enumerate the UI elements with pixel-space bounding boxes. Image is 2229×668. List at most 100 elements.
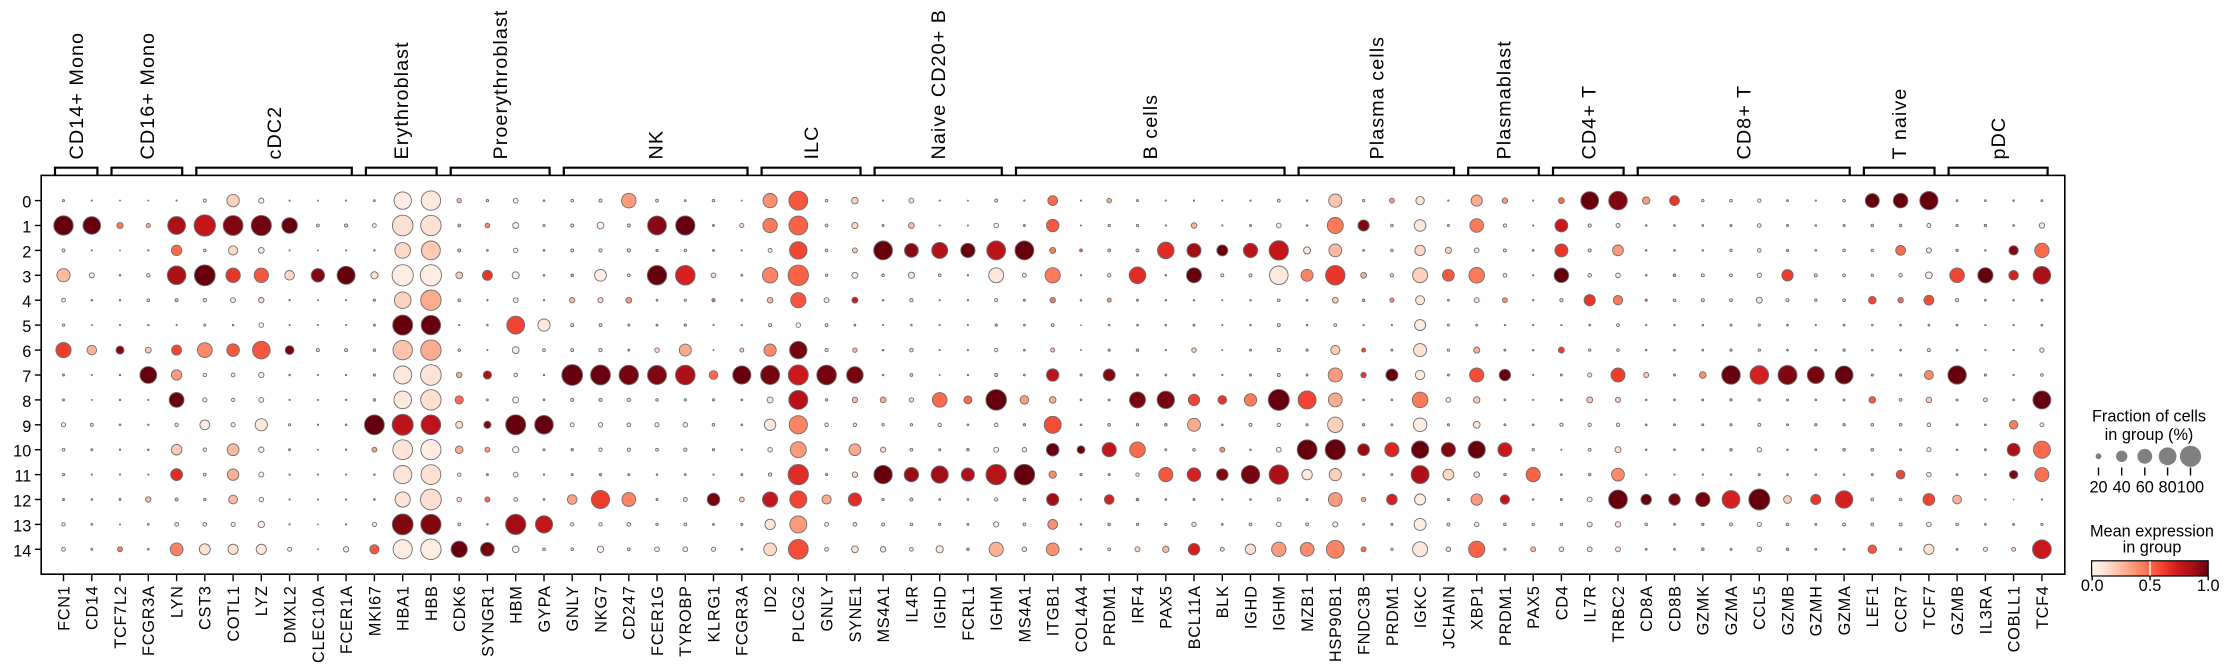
svg-text:IGHM: IGHM <box>988 585 1006 631</box>
svg-text:HBB: HBB <box>423 585 441 621</box>
svg-text:ILC: ILC <box>801 126 823 160</box>
svg-text:FCRL1: FCRL1 <box>960 585 978 640</box>
svg-text:GZMA: GZMA <box>1836 585 1854 635</box>
svg-text:1: 1 <box>22 219 31 237</box>
svg-text:5: 5 <box>22 318 31 336</box>
svg-text:LYN: LYN <box>169 585 187 618</box>
svg-text:IGHD: IGHD <box>932 585 950 629</box>
svg-text:CD14: CD14 <box>84 585 102 630</box>
svg-text:14: 14 <box>13 542 31 560</box>
svg-text:PRDM1: PRDM1 <box>1384 585 1402 646</box>
svg-text:0.5: 0.5 <box>2139 577 2162 595</box>
svg-text:FCGR3A: FCGR3A <box>140 585 158 656</box>
svg-text:MS4A1: MS4A1 <box>875 585 893 642</box>
svg-text:Plasma cells: Plasma cells <box>1366 36 1388 160</box>
svg-text:in group: in group <box>2123 539 2182 557</box>
svg-text:2: 2 <box>22 243 31 261</box>
svg-text:Plasmablast: Plasmablast <box>1494 40 1516 159</box>
svg-text:MKI67: MKI67 <box>366 585 384 636</box>
svg-text:PLCG2: PLCG2 <box>790 585 808 642</box>
svg-text:GNLY: GNLY <box>819 585 837 631</box>
svg-text:COL4A4: COL4A4 <box>1073 585 1091 652</box>
svg-text:Naive CD20+ B: Naive CD20+ B <box>928 9 950 160</box>
svg-text:TCF4: TCF4 <box>2034 585 2052 629</box>
svg-text:SYNE1: SYNE1 <box>847 585 865 642</box>
svg-text:IGKC: IGKC <box>1412 585 1430 628</box>
svg-text:in group (%): in group (%) <box>2105 426 2194 444</box>
svg-text:NKG7: NKG7 <box>592 585 610 632</box>
svg-text:CLEC10A: CLEC10A <box>310 585 328 663</box>
svg-text:IL3RA: IL3RA <box>1977 585 1995 634</box>
svg-text:COTL1: COTL1 <box>225 585 243 641</box>
svg-text:IL7R: IL7R <box>1582 585 1600 622</box>
svg-text:GYPA: GYPA <box>536 585 554 632</box>
svg-text:LEF1: LEF1 <box>1864 585 1882 627</box>
svg-text:Proerythroblast: Proerythroblast <box>490 10 512 160</box>
svg-text:GZMK: GZMK <box>1695 585 1713 635</box>
svg-text:CCL5: CCL5 <box>1751 585 1769 630</box>
svg-text:100: 100 <box>2177 478 2204 496</box>
svg-text:ITGB1: ITGB1 <box>1045 585 1063 636</box>
svg-text:BLK: BLK <box>1214 585 1232 618</box>
svg-text:FNDC3B: FNDC3B <box>1356 585 1374 655</box>
svg-text:DMXL2: DMXL2 <box>282 585 300 643</box>
svg-text:CD4: CD4 <box>1553 585 1571 620</box>
svg-text:MZB1: MZB1 <box>1299 585 1317 631</box>
svg-text:0: 0 <box>22 194 31 212</box>
svg-text:KLRG1: KLRG1 <box>705 585 723 642</box>
svg-text:6: 6 <box>22 343 31 361</box>
svg-text:60: 60 <box>2136 478 2154 496</box>
svg-text:PRDM1: PRDM1 <box>1101 585 1119 646</box>
svg-text:CDK6: CDK6 <box>451 585 469 631</box>
svg-text:0.0: 0.0 <box>2081 577 2104 595</box>
svg-text:PAX5: PAX5 <box>1158 585 1176 628</box>
svg-text:9: 9 <box>22 418 31 436</box>
svg-text:Mean expression: Mean expression <box>2090 523 2214 541</box>
svg-text:80: 80 <box>2159 478 2177 496</box>
svg-text:GZMB: GZMB <box>1949 585 1967 635</box>
svg-text:CD16+ Mono: CD16+ Mono <box>137 32 159 160</box>
svg-text:FCER1A: FCER1A <box>338 585 356 654</box>
svg-text:7: 7 <box>22 368 31 386</box>
svg-text:IL4R: IL4R <box>903 585 921 622</box>
svg-text:IGHM: IGHM <box>1271 585 1289 631</box>
svg-text:XBP1: XBP1 <box>1469 585 1487 630</box>
svg-text:LYZ: LYZ <box>253 585 271 616</box>
svg-text:CD8+ T: CD8+ T <box>1734 85 1756 160</box>
svg-text:T naive: T naive <box>1889 88 1911 160</box>
svg-text:CST3: CST3 <box>197 585 215 630</box>
svg-text:CD4+ T: CD4+ T <box>1578 85 1600 160</box>
svg-text:GZMB: GZMB <box>1779 585 1797 635</box>
svg-text:COBLL1: COBLL1 <box>2006 585 2024 652</box>
svg-text:TRBC2: TRBC2 <box>1610 585 1628 642</box>
svg-text:HSP90B1: HSP90B1 <box>1327 585 1345 662</box>
svg-text:cDC2: cDC2 <box>264 106 286 160</box>
svg-text:JCHAIN: JCHAIN <box>1440 585 1458 648</box>
svg-text:NK: NK <box>646 130 668 160</box>
svg-text:13: 13 <box>13 517 31 535</box>
svg-text:CD8A: CD8A <box>1638 585 1656 631</box>
svg-text:TCF7L2: TCF7L2 <box>112 585 130 648</box>
svg-text:TYROBP: TYROBP <box>677 585 695 656</box>
svg-text:pDC: pDC <box>1988 117 2010 160</box>
svg-text:TCF7: TCF7 <box>1921 585 1939 629</box>
svg-text:ID2: ID2 <box>762 585 780 613</box>
svg-text:40: 40 <box>2113 478 2131 496</box>
svg-text:PRDM1: PRDM1 <box>1497 585 1515 646</box>
svg-text:Fraction of cells: Fraction of cells <box>2092 407 2206 425</box>
svg-text:8: 8 <box>22 393 31 411</box>
svg-text:GZMH: GZMH <box>1808 585 1826 636</box>
svg-text:Erythroblast: Erythroblast <box>391 41 413 159</box>
svg-text:IRF4: IRF4 <box>1129 585 1147 623</box>
svg-text:HBA1: HBA1 <box>395 585 413 631</box>
svg-text:10: 10 <box>13 443 31 461</box>
svg-text:FCER1G: FCER1G <box>649 585 667 656</box>
svg-text:3: 3 <box>22 268 31 286</box>
svg-text:GNLY: GNLY <box>564 585 582 631</box>
svg-text:20: 20 <box>2089 478 2107 496</box>
svg-text:SYNGR1: SYNGR1 <box>479 585 497 656</box>
svg-text:BCL11A: BCL11A <box>1186 585 1204 649</box>
svg-text:B cells: B cells <box>1140 94 1162 160</box>
svg-text:FCN1: FCN1 <box>55 585 73 631</box>
svg-text:4: 4 <box>22 293 31 311</box>
